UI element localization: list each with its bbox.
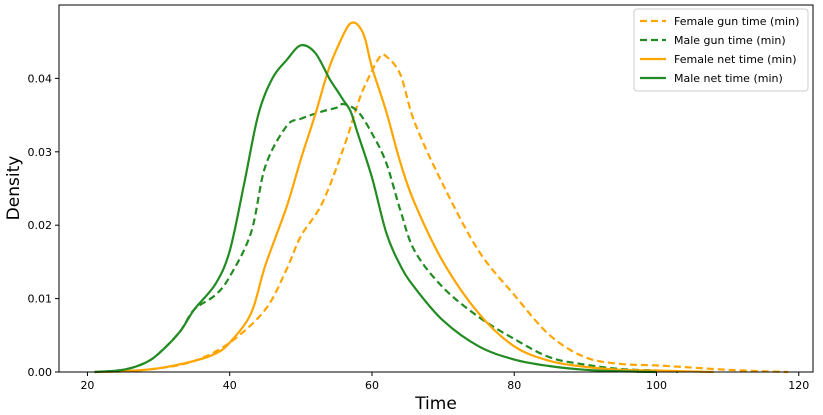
series-line-4 bbox=[94, 44, 657, 374]
legend: Female gun time (min) Male gun time (min)… bbox=[633, 8, 809, 92]
y-tick-label: 0.02 bbox=[28, 219, 53, 232]
legend-frame bbox=[633, 8, 809, 92]
y-tick-label: 0.00 bbox=[28, 366, 53, 379]
axes-layer: 20 40 60 80 100 120 0.00 0.01 0.02 0.03 0.04 bbox=[28, 72, 810, 392]
legend-label: Female gun time (min) bbox=[674, 15, 799, 28]
y-tick-label: 0.01 bbox=[28, 293, 53, 306]
y-tick-label: 0.04 bbox=[28, 72, 53, 85]
x-tick-label: 120 bbox=[788, 379, 809, 392]
series-line-3 bbox=[94, 21, 714, 374]
x-tick-label: 40 bbox=[223, 379, 237, 392]
legend-label: Female net time (min) bbox=[674, 53, 797, 66]
x-tick-label: 80 bbox=[507, 379, 521, 392]
plot-frame bbox=[58, 4, 814, 373]
x-axis-title: Time bbox=[414, 394, 457, 414]
x-tick-label: 20 bbox=[80, 379, 94, 392]
legend-label: Male gun time (min) bbox=[674, 34, 786, 47]
series-line-1 bbox=[94, 53, 789, 374]
y-tick-label: 0.03 bbox=[28, 146, 53, 159]
x-tick-label: 60 bbox=[365, 379, 379, 392]
x-tick-label: 100 bbox=[646, 379, 667, 392]
legend-label: Male net time (min) bbox=[674, 72, 783, 85]
series-layer bbox=[94, 21, 789, 374]
y-axis-title: Density bbox=[4, 156, 24, 221]
